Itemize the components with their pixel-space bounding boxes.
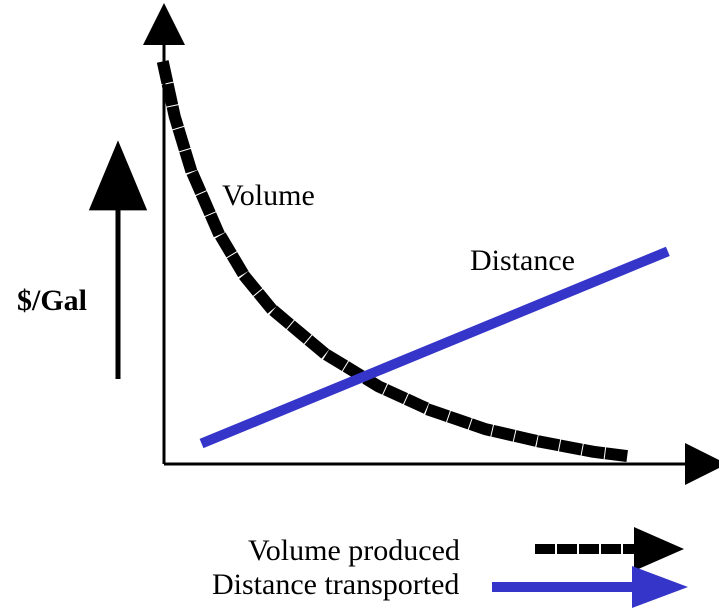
legend-arrowhead-distance	[632, 566, 688, 608]
legend-arrowhead-volume	[634, 527, 684, 571]
y-axis-label: $/Gal	[17, 284, 87, 317]
series-label-volume: Volume	[222, 179, 315, 212]
legend-label-distance: Distance transported	[212, 568, 459, 601]
plot-area: Volume Distance	[143, 3, 719, 485]
series-line-distance	[199, 246, 670, 449]
legend-label-volume: Volume produced	[248, 534, 460, 567]
series-label-distance: Distance	[470, 244, 575, 277]
legend: Volume produced Distance transported	[212, 527, 688, 608]
series-line-volume	[156, 60, 632, 463]
y-axis-label-group: $/Gal	[17, 140, 148, 379]
